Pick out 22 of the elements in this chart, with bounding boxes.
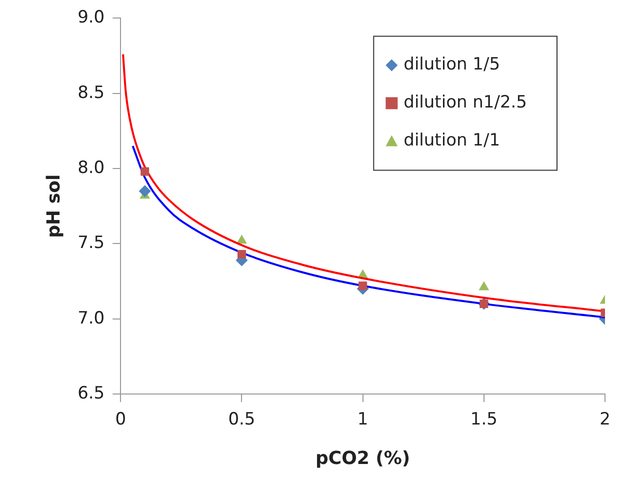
- x-axis-title: pCO2 (%): [315, 448, 410, 469]
- y-tick-label: 8.0: [78, 158, 105, 178]
- x-tick-label: 2: [600, 410, 610, 430]
- point: [236, 234, 247, 244]
- y-axis-title: pH sol: [43, 174, 64, 238]
- point: [478, 281, 490, 290]
- point: [358, 282, 368, 290]
- y-tick-label: 7.5: [78, 233, 105, 254]
- y-tick-label: 9.0: [78, 8, 105, 28]
- y-tick-label: 7.0: [78, 308, 105, 328]
- legend-label: dilution 1/5: [404, 54, 500, 75]
- legend-label: dilution n1/2.5: [404, 92, 528, 113]
- x-tick-label: 1: [357, 410, 368, 430]
- legend-label: dilution 1/1: [404, 130, 500, 151]
- y-tick-label: 6.5: [78, 383, 105, 404]
- point: [140, 167, 150, 176]
- x-tick-label: 0: [115, 410, 126, 430]
- point: [237, 250, 246, 258]
- x-tick-label: 1.5: [470, 410, 498, 430]
- point: [138, 185, 151, 198]
- y-tick-label: 8.5: [78, 82, 105, 103]
- x-tick-label: 0.5: [228, 410, 256, 430]
